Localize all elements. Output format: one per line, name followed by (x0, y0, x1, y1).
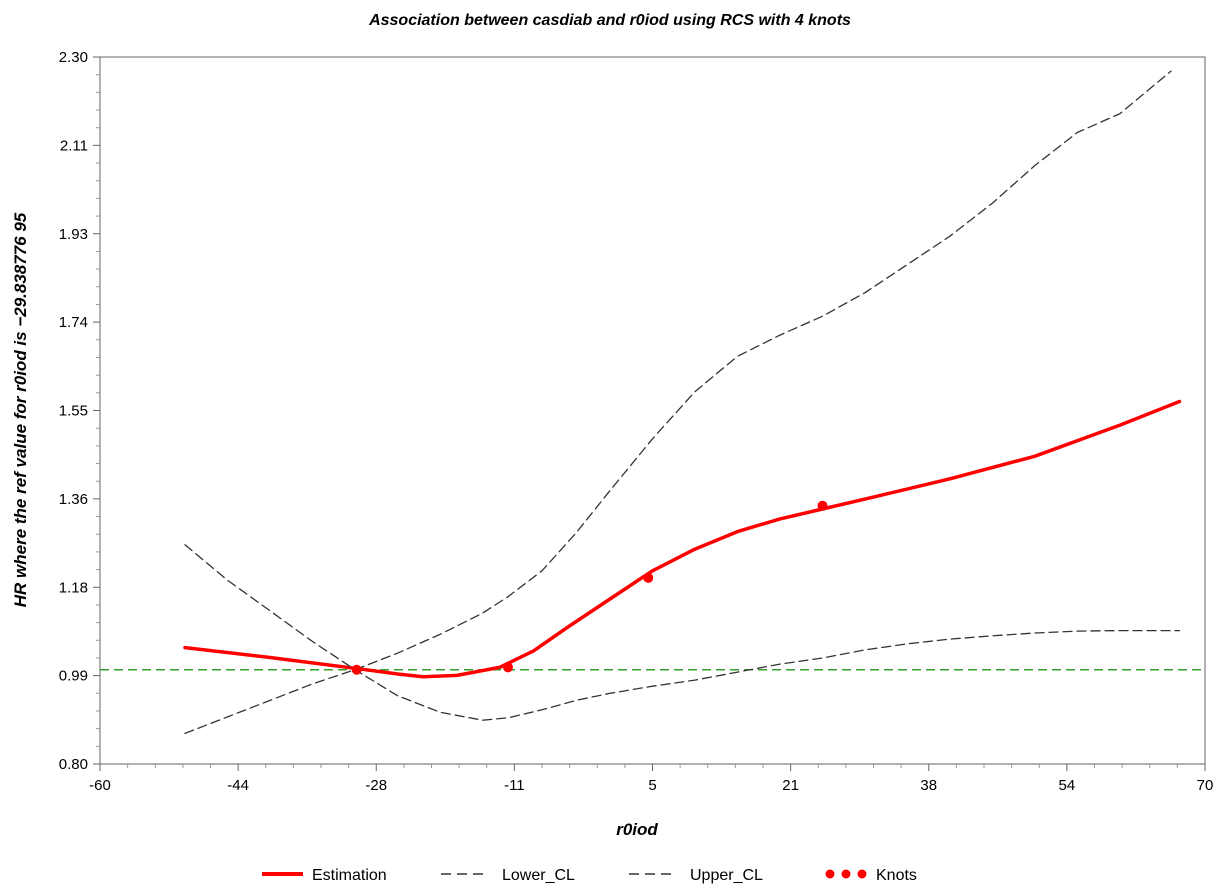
knot-point (503, 662, 513, 673)
y-axis: 0.80 0.99 1.18 1.36 1.55 1.74 1.93 2.11 2.30 (59, 49, 100, 773)
legend-lower-label: Lower_CL (502, 867, 575, 884)
y-tick-label: 1.18 (59, 579, 88, 596)
x-axis: -60 -44 -28 -11 5 21 38 54 70 (89, 764, 1213, 794)
x-tick-label: 70 (1197, 777, 1214, 794)
legend-upper-label: Upper_CL (690, 867, 763, 884)
legend: Estimation Lower_CL Upper_CL Knots (262, 867, 917, 884)
knot-point (643, 572, 654, 583)
x-axis-label: r0iod (616, 820, 658, 839)
x-tick-label: 54 (1059, 777, 1076, 794)
x-tick-label: 5 (648, 777, 656, 794)
series-line-estimation (183, 399, 1182, 679)
series-layer (100, 70, 1205, 735)
knot-point (817, 500, 828, 511)
y-tick-label: 2.11 (60, 137, 88, 154)
y-tick-label: 1.93 (59, 226, 88, 243)
legend-knots-label: Knots (876, 867, 917, 884)
x-tick-label: -60 (89, 777, 111, 794)
x-tick-label: -44 (227, 777, 249, 794)
x-tick-label: 21 (782, 777, 799, 794)
chart-title: Association between casdiab and r0iod us… (368, 12, 851, 29)
legend-knot-dot (825, 869, 835, 879)
y-tick-label: 1.74 (59, 314, 88, 331)
y-axis-label: HR where the ref value for r0iod is −29.… (11, 212, 30, 607)
y-tick-label: 2.30 (59, 49, 88, 66)
x-tick-label: -28 (365, 777, 387, 794)
legend-knot-dot (841, 869, 851, 879)
knot-point (351, 664, 362, 675)
x-tick-label: -11 (504, 777, 525, 794)
series-line-lower-cl (184, 544, 1181, 721)
knots-layer (351, 500, 828, 675)
y-tick-label: 0.80 (59, 756, 88, 773)
y-tick-label: 1.55 (59, 403, 88, 420)
legend-estimation-label: Estimation (312, 867, 387, 884)
legend-knot-dot (857, 869, 867, 879)
x-tick-label: 38 (920, 777, 937, 794)
y-tick-label: 0.99 (59, 668, 88, 685)
y-tick-label: 1.36 (59, 491, 88, 508)
